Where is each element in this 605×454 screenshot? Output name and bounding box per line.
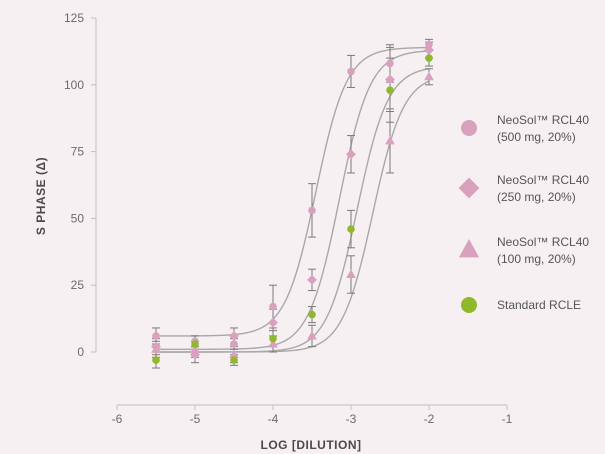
data-point-series-2 xyxy=(346,149,356,160)
data-point-series-1 xyxy=(230,340,238,348)
legend-label-line1: NeoSol™ RCL40 xyxy=(497,235,589,249)
data-point-series-4 xyxy=(230,356,238,364)
legend-label-line1: NeoSol™ RCL40 xyxy=(497,113,589,127)
y-tick-label: 25 xyxy=(71,278,85,292)
data-point-series-4 xyxy=(191,340,199,348)
x-tick-label: -2 xyxy=(424,412,435,426)
data-point-series-4 xyxy=(308,310,316,319)
legend-marker xyxy=(458,238,480,258)
legend-item: Standard RCLE xyxy=(461,297,581,313)
x-tick-label: -4 xyxy=(268,412,279,426)
data-point-series-3 xyxy=(307,330,317,340)
data-point-series-2 xyxy=(307,274,317,285)
data-point-series-1 xyxy=(386,59,394,68)
x-tick-label: -1 xyxy=(502,412,513,426)
fit-curve-series-1 xyxy=(156,46,430,337)
data-points xyxy=(151,40,434,364)
data-point-series-1 xyxy=(308,206,316,215)
x-axis-title: LOG [DILUTION] xyxy=(261,438,362,452)
data-point-series-3 xyxy=(190,344,200,353)
legend-item: NeoSol™ RCL40 (250 mg, 20%) xyxy=(458,173,589,204)
data-point-series-2 xyxy=(385,74,395,85)
x-tick-label: -5 xyxy=(190,412,201,426)
data-point-series-4 xyxy=(425,54,433,62)
data-point-series-1 xyxy=(269,302,277,311)
legend-marker xyxy=(461,120,477,136)
legend-marker xyxy=(461,297,477,313)
data-point-series-4 xyxy=(386,86,394,94)
y-tick-label: 125 xyxy=(64,11,84,25)
data-point-series-3 xyxy=(346,269,356,279)
y-axis-title: S PHASE (Δ) xyxy=(34,157,48,235)
legend-item: NeoSol™ RCL40 (100 mg, 20%) xyxy=(458,235,589,266)
legend-label-line2: (500 mg, 20%) xyxy=(497,130,576,144)
legend: NeoSol™ RCL40 (500 mg, 20%) NeoSol™ RCL40 (… xyxy=(458,113,589,313)
data-point-series-4 xyxy=(152,356,160,364)
legend-label-line2: (100 mg, 20%) xyxy=(497,252,576,266)
data-point-series-3 xyxy=(151,344,161,353)
y-tick-label: 75 xyxy=(71,145,85,159)
legend-label-line2: (250 mg, 20%) xyxy=(497,190,576,204)
fit-curve-series-2 xyxy=(156,50,430,351)
data-point-series-2 xyxy=(229,331,239,341)
x-tick-label: -6 xyxy=(112,412,123,426)
data-point-series-1 xyxy=(347,67,355,76)
legend-marker xyxy=(458,177,480,199)
x-tick-label: -3 xyxy=(346,412,357,426)
legend-label-line1: Standard RCLE xyxy=(497,298,581,312)
data-point-series-1 xyxy=(152,332,160,340)
data-point-series-4 xyxy=(347,225,355,233)
y-tick-label: 50 xyxy=(71,211,85,225)
data-point-series-2 xyxy=(268,317,278,328)
legend-item: NeoSol™ RCL40 (500 mg, 20%) xyxy=(461,113,589,144)
legend-label-line1: NeoSol™ RCL40 xyxy=(497,173,589,187)
data-point-series-3 xyxy=(424,71,434,81)
data-point-series-3 xyxy=(229,349,239,359)
fit-curve-series-4 xyxy=(156,68,430,353)
data-point-series-1 xyxy=(425,40,433,49)
y-tick-label: 0 xyxy=(77,345,84,359)
fit-curves xyxy=(156,46,430,353)
data-point-series-2 xyxy=(424,45,434,56)
axes: 0 25 50 75 100 125 -6 -5 -4 -3 -2 -1 xyxy=(64,11,513,426)
data-point-series-3 xyxy=(385,135,395,145)
data-point-series-3 xyxy=(268,338,278,348)
y-tick-label: 100 xyxy=(64,78,84,92)
data-point-series-4 xyxy=(269,334,277,343)
